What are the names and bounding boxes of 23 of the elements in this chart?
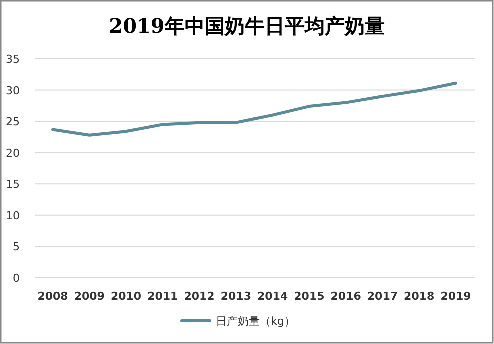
x-tick-label: 2017 [367, 290, 398, 303]
x-tick-label: 2014 [258, 290, 288, 303]
x-tick-label: 2013 [220, 290, 252, 303]
y-tick-label: 35 [6, 53, 20, 66]
x-tick-label: 2008 [38, 290, 68, 303]
y-tick-label: 5 [13, 240, 20, 254]
x-tick-label: 2019 [440, 290, 472, 303]
x-tick-label: 2012 [184, 290, 215, 303]
x-tick-label: 2016 [330, 290, 362, 303]
x-tick-label: 2018 [404, 290, 435, 303]
y-tick-label: 30 [6, 84, 20, 98]
y-tick-label: 25 [6, 116, 20, 129]
x-tick-label: 2015 [294, 290, 325, 303]
x-tick-label: 2009 [74, 290, 105, 303]
x-tick-label: 2010 [110, 290, 142, 303]
y-tick-label: 10 [6, 209, 20, 222]
x-tick-label: 2011 [148, 290, 178, 303]
chart-title: 2019年中国奶牛日平均产奶量 [109, 14, 385, 38]
legend-label: 日产奶量（kg） [216, 315, 296, 328]
y-tick-label: 20 [6, 146, 20, 160]
y-tick-label: 15 [6, 178, 20, 192]
line-series [52, 82, 458, 137]
y-tick-label: 0 [13, 272, 20, 285]
